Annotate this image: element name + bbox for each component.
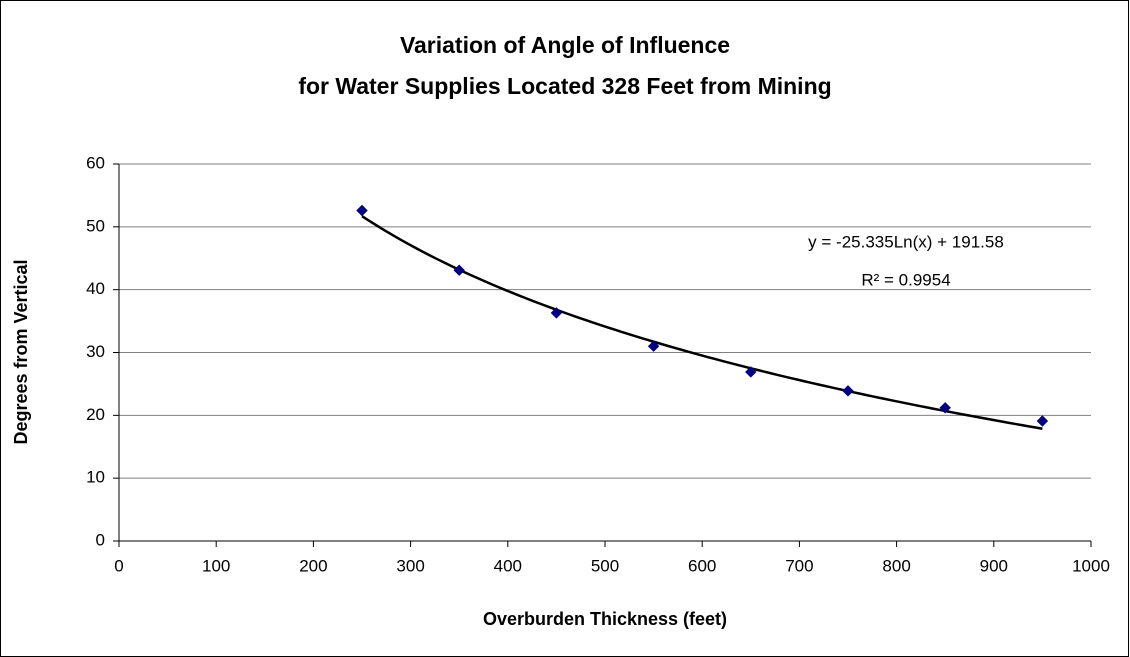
x-tick-label: 0 [114, 556, 123, 575]
x-tick-label: 1000 [1072, 556, 1110, 575]
x-tick-label: 700 [785, 556, 813, 575]
marker [647, 340, 660, 352]
x-tick-label: 600 [688, 556, 716, 575]
x-axis-title: Overburden Thickness (feet) [483, 609, 727, 629]
marker [1036, 415, 1049, 427]
x-tick-label: 200 [299, 556, 327, 575]
trendline-equation: y = -25.335Ln(x) + 191.58 [808, 232, 1004, 251]
marker [745, 366, 757, 378]
y-tick-label: 60 [86, 153, 105, 172]
y-tick-label: 0 [96, 530, 105, 549]
trendline [361, 215, 1043, 430]
y-tick-label: 50 [86, 216, 105, 235]
marker [550, 307, 563, 319]
y-tick-label: 40 [86, 279, 105, 298]
y-tick-label: 10 [86, 468, 105, 487]
chart-title: Variation of Angle of Influence [400, 32, 730, 58]
x-tick-label: 300 [396, 556, 424, 575]
r-squared: R² = 0.9954 [861, 270, 950, 289]
marker [356, 204, 368, 217]
y-tick-label: 20 [86, 405, 105, 424]
marker [939, 402, 951, 414]
x-tick-label: 800 [882, 556, 910, 575]
x-tick-label: 500 [591, 556, 619, 575]
x-tick-label: 900 [980, 556, 1008, 575]
marker [453, 264, 465, 276]
chart-title: for Water Supplies Located 328 Feet from… [298, 73, 831, 99]
x-tick-label: 400 [494, 556, 522, 575]
y-tick-label: 30 [86, 342, 105, 361]
x-tick-label: 100 [202, 556, 230, 575]
marker [842, 385, 854, 397]
y-axis-title: Degrees from Vertical [11, 259, 31, 444]
